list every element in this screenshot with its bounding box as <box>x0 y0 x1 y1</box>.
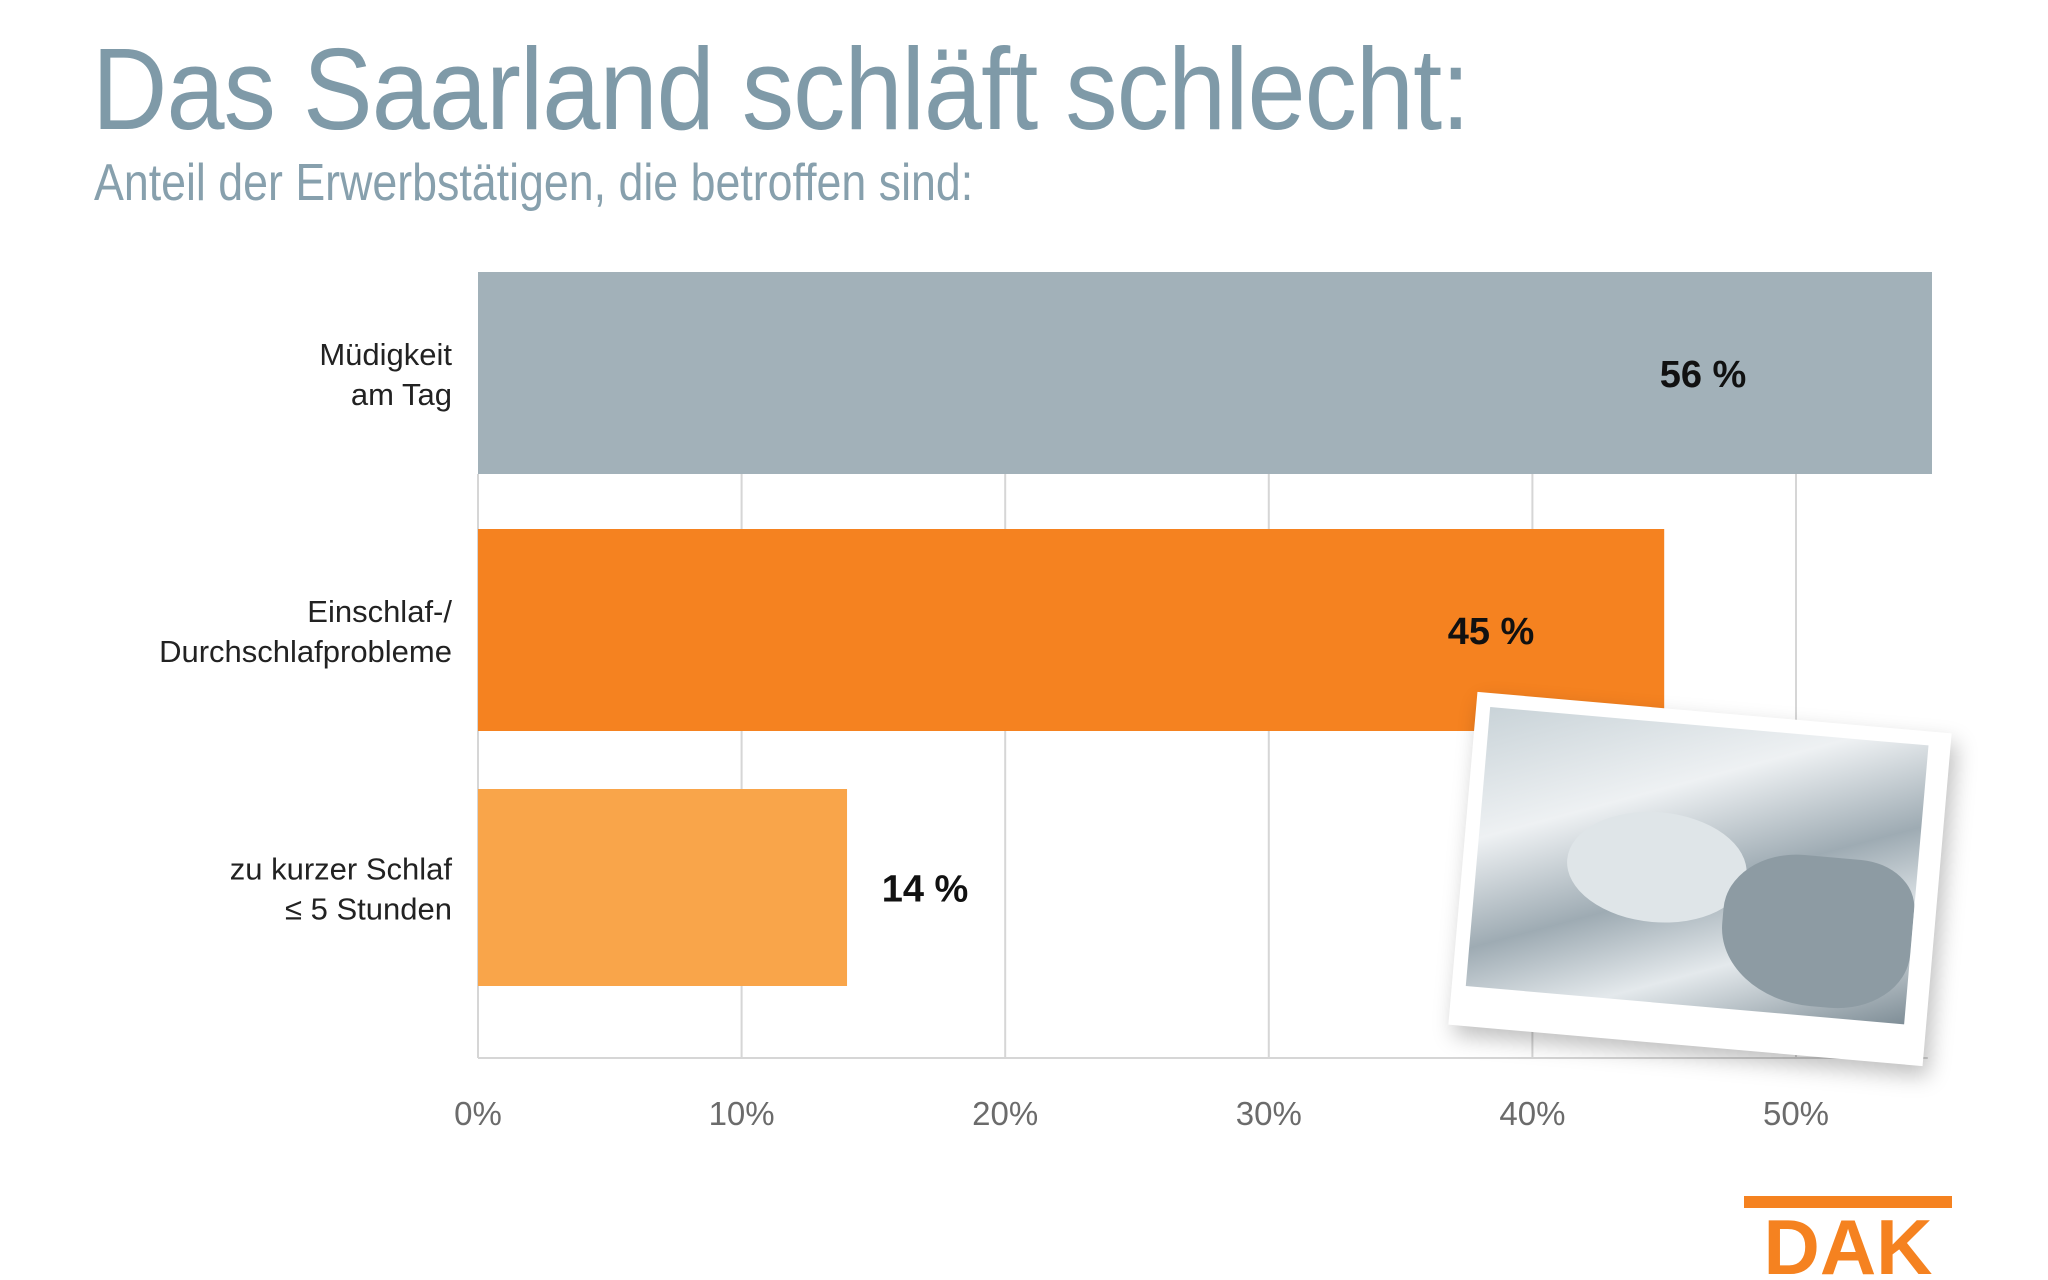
x-tick-label: 0% <box>454 1095 502 1132</box>
bar-2 <box>478 789 848 986</box>
x-tick-label: 30% <box>1236 1095 1302 1132</box>
bar-1 <box>478 529 1665 731</box>
category-label: Müdigkeit <box>319 337 452 372</box>
sleeping-person-photo <box>1448 691 1952 1067</box>
bar-0 <box>478 272 1932 474</box>
dak-logo: DAK <box>1744 1196 1952 1280</box>
chart-subtitle: Anteil der Erwerbstätigen, die betroffen… <box>94 154 974 212</box>
category-label: zu kurzer Schlaf <box>230 852 453 887</box>
category-label: am Tag <box>351 377 452 412</box>
category-label: Durchschlafprobleme <box>159 634 452 669</box>
value-label: 45 % <box>1448 611 1535 653</box>
category-label: Einschlaf-/ <box>307 594 452 629</box>
x-tick-label: 10% <box>709 1095 775 1132</box>
x-tick-label: 40% <box>1499 1095 1565 1132</box>
chart-title: Das Saarland schläft schlecht: <box>92 24 1470 154</box>
category-label: ≤ 5 Stunden <box>285 892 452 927</box>
x-tick-label: 50% <box>1763 1095 1829 1132</box>
logo-text: DAK <box>1764 1203 1933 1280</box>
value-label: 56 % <box>1660 354 1747 396</box>
value-label: 14 % <box>882 869 969 911</box>
x-tick-label: 20% <box>972 1095 1038 1132</box>
